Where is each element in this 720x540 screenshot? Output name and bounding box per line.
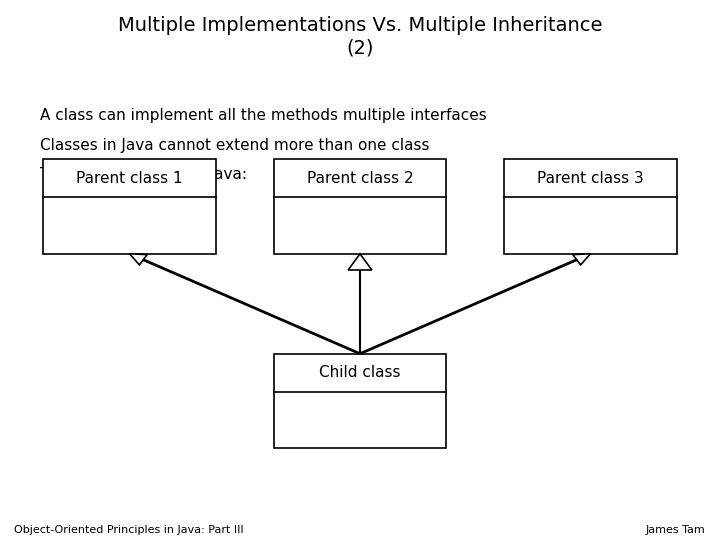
Text: A class can implement all the methods multiple interfaces: A class can implement all the methods mu… <box>40 108 486 123</box>
Bar <box>504 159 677 254</box>
Text: James Tam: James Tam <box>646 524 706 535</box>
Polygon shape <box>572 254 590 265</box>
Polygon shape <box>130 254 148 265</box>
Bar <box>274 354 446 448</box>
Text: Classes in Java cannot extend more than one class: Classes in Java cannot extend more than … <box>40 138 429 153</box>
Text: Parent class 1: Parent class 1 <box>76 171 183 186</box>
Text: Object-Oriented Principles in Java: Part III: Object-Oriented Principles in Java: Part… <box>14 524 244 535</box>
Text: Child class: Child class <box>319 365 401 380</box>
Bar <box>274 159 446 254</box>
Text: Multiple Implementations Vs. Multiple Inheritance
(2): Multiple Implementations Vs. Multiple In… <box>118 16 602 57</box>
Polygon shape <box>348 254 372 270</box>
Text: Parent class 2: Parent class 2 <box>307 171 413 186</box>
Text: Parent class 3: Parent class 3 <box>537 171 644 186</box>
Text: This is not possible in Java:: This is not possible in Java: <box>40 167 246 183</box>
Bar <box>43 159 216 254</box>
